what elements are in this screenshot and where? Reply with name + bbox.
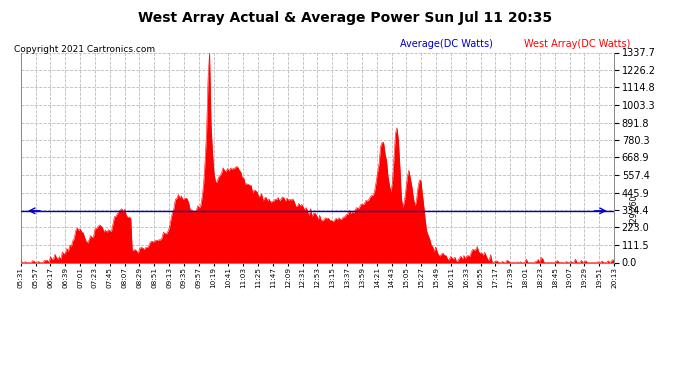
- Text: West Array Actual & Average Power Sun Jul 11 20:35: West Array Actual & Average Power Sun Ju…: [138, 11, 552, 25]
- Text: Copyright 2021 Cartronics.com: Copyright 2021 Cartronics.com: [14, 45, 155, 54]
- Text: West Array(DC Watts): West Array(DC Watts): [524, 39, 631, 50]
- Text: 329.260: 329.260: [629, 195, 638, 226]
- Text: 329.260: 329.260: [0, 195, 3, 226]
- Text: Average(DC Watts): Average(DC Watts): [400, 39, 493, 50]
